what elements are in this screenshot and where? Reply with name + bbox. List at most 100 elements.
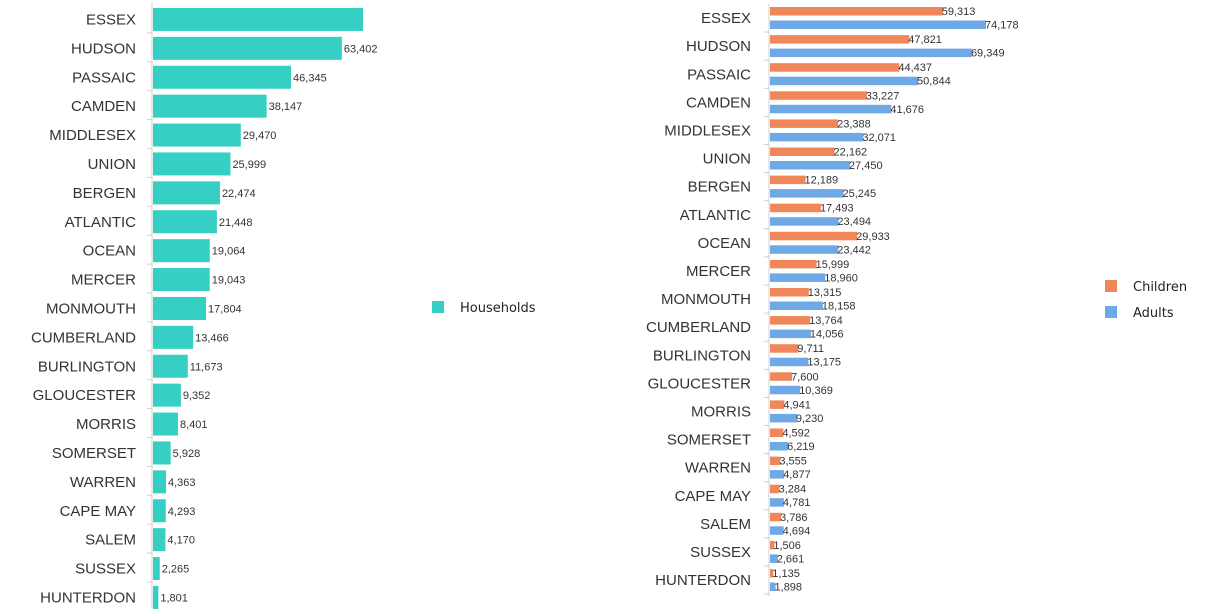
left-category-label: MERCER bbox=[71, 272, 136, 289]
children-bar bbox=[770, 344, 799, 353]
adults-bar bbox=[770, 20, 986, 29]
right-category-label: CUMBERLAND bbox=[646, 319, 751, 336]
adults-value-label: 4,694 bbox=[783, 525, 811, 537]
adults-value-label: 18,158 bbox=[822, 301, 856, 313]
adults-bar bbox=[770, 245, 839, 254]
households-value-label: 19,043 bbox=[212, 275, 246, 287]
right-category-label: MORRIS bbox=[691, 403, 751, 420]
children-bar bbox=[770, 288, 809, 297]
children-bar bbox=[770, 63, 900, 72]
adults-bar bbox=[770, 48, 972, 58]
adults-bar bbox=[770, 357, 809, 367]
adults-value-label: 50,844 bbox=[917, 76, 951, 88]
children-value-label: 7,600 bbox=[791, 371, 819, 383]
households-bar bbox=[153, 499, 166, 523]
children-bar bbox=[770, 512, 782, 522]
adults-value-label: 9,230 bbox=[796, 413, 824, 425]
children-bar bbox=[770, 91, 867, 100]
right-category-label: BERGEN bbox=[688, 179, 751, 196]
children-value-label: 29,933 bbox=[856, 231, 890, 243]
adults-value-label: 13,175 bbox=[807, 357, 841, 369]
adults-bar bbox=[770, 76, 919, 86]
households-bar bbox=[153, 325, 194, 349]
households-bar bbox=[153, 94, 267, 118]
households-value-label: 4,293 bbox=[168, 506, 196, 518]
adults-value-label: 4,781 bbox=[783, 497, 811, 509]
households-bar bbox=[153, 557, 160, 581]
right-category-label: ATLANTIC bbox=[680, 207, 752, 224]
children-bar bbox=[770, 175, 806, 185]
households-bar bbox=[153, 239, 210, 263]
children-bar bbox=[770, 372, 793, 381]
households-value-label: 4,363 bbox=[168, 477, 196, 489]
children-bar bbox=[770, 119, 839, 128]
right-category-label: BURLINGTON bbox=[653, 347, 751, 364]
households-value-label: 38,147 bbox=[269, 101, 303, 113]
right-category-label: WARREN bbox=[685, 460, 751, 477]
left-category-label: SUSSEX bbox=[75, 561, 136, 578]
left-category-label: MONMOUTH bbox=[46, 300, 136, 317]
children-value-label: 1,506 bbox=[773, 540, 801, 552]
left-category-label: HUNTERDON bbox=[40, 589, 136, 606]
legend-households-label: Households bbox=[460, 301, 536, 316]
children-value-label: 59,313 bbox=[942, 6, 976, 18]
right-category-label: MERCER bbox=[686, 263, 751, 280]
left-category-label: SALEM bbox=[85, 532, 136, 549]
adults-value-label: 25,245 bbox=[843, 188, 877, 200]
households-value-label: 19,064 bbox=[212, 246, 246, 258]
adults-bar bbox=[770, 470, 785, 479]
left-category-label: BERGEN bbox=[73, 185, 136, 202]
adults-value-label: 14,056 bbox=[810, 329, 844, 341]
adults-value-label: 27,450 bbox=[849, 160, 883, 172]
households-bar bbox=[153, 296, 207, 320]
adults-bar bbox=[770, 217, 839, 226]
left-category-label: MIDDLESEX bbox=[49, 127, 136, 144]
right-category-label: UNION bbox=[703, 151, 751, 168]
households-bar bbox=[153, 412, 179, 436]
households-value-label: 11,673 bbox=[190, 361, 223, 373]
children-value-label: 3,555 bbox=[779, 456, 807, 468]
households-bar bbox=[153, 470, 166, 494]
children-bar bbox=[770, 428, 784, 437]
adults-bar bbox=[770, 329, 811, 339]
households-value-label: 4,170 bbox=[167, 535, 195, 547]
households-bar bbox=[153, 528, 166, 552]
children-value-label: 33,227 bbox=[866, 90, 900, 102]
children-bar bbox=[770, 456, 781, 466]
legend-adults-swatch bbox=[1105, 306, 1117, 318]
adults-bar bbox=[770, 385, 801, 395]
households-bar bbox=[153, 65, 292, 89]
left-category-label: GLOUCESTER bbox=[33, 387, 137, 404]
adults-bar bbox=[770, 582, 776, 591]
children-bar bbox=[770, 7, 943, 16]
left-category-label: CAPE MAY bbox=[60, 503, 136, 520]
children-value-label: 44,437 bbox=[898, 62, 932, 74]
children-bar bbox=[770, 540, 775, 550]
adults-value-label: 32,071 bbox=[862, 132, 896, 144]
households-bar bbox=[153, 7, 363, 31]
right-category-label: HUNTERDON bbox=[655, 572, 751, 589]
right-category-label: SOMERSET bbox=[667, 432, 751, 449]
adults-value-label: 69,349 bbox=[971, 48, 1005, 60]
households-bar bbox=[153, 383, 181, 407]
left-category-label: OCEAN bbox=[83, 243, 136, 260]
children-value-label: 1,135 bbox=[772, 568, 800, 580]
left-category-label: SOMERSET bbox=[52, 445, 136, 462]
adults-value-label: 10,369 bbox=[799, 385, 833, 397]
adults-bar bbox=[770, 104, 892, 114]
right-category-label: MONMOUTH bbox=[661, 291, 751, 308]
adults-bar bbox=[770, 526, 784, 535]
households-bar bbox=[153, 181, 220, 205]
left-category-label: CAMDEN bbox=[71, 98, 136, 115]
children-value-label: 47,821 bbox=[908, 34, 942, 46]
children-value-label: 17,493 bbox=[820, 203, 854, 215]
households-bar bbox=[153, 36, 342, 60]
adults-value-label: 1,898 bbox=[775, 582, 803, 594]
legend-children-swatch bbox=[1105, 280, 1117, 292]
right-category-label: ESSEX bbox=[701, 10, 751, 27]
households-value-label: 46,345 bbox=[293, 72, 327, 84]
right-category-label: HUDSON bbox=[686, 38, 751, 55]
adults-bar bbox=[770, 161, 850, 170]
children-value-label: 12,189 bbox=[804, 175, 838, 187]
households-bar bbox=[153, 441, 171, 465]
